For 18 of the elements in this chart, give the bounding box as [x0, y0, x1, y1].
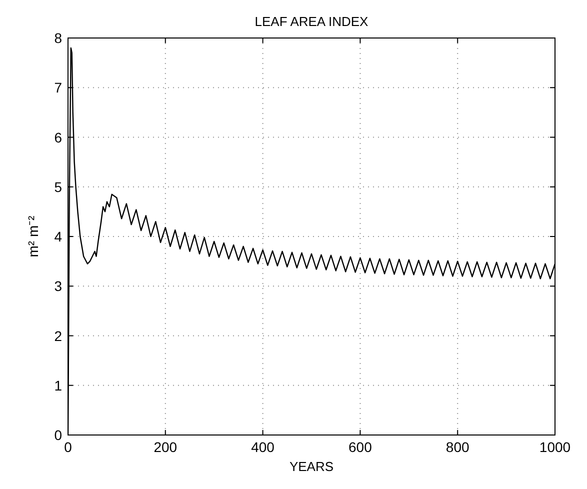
- y-tick-label: 7: [54, 80, 62, 96]
- y-tick-label: 1: [54, 377, 62, 394]
- x-tick-label: 400: [251, 439, 275, 455]
- x-tick-label: 600: [348, 439, 372, 455]
- x-tick-label: 0: [64, 439, 72, 455]
- y-tick-label: 3: [54, 278, 62, 294]
- x-tick-label: 800: [446, 439, 470, 455]
- x-axis-title: YEARS: [289, 459, 334, 474]
- x-tick-label: 200: [154, 439, 178, 455]
- y-tick-label: 0: [54, 427, 62, 443]
- y-tick-label: 5: [54, 178, 62, 195]
- chart-title: LEAF AREA INDEX: [254, 14, 369, 29]
- y-axis-title: m² m⁻²: [25, 215, 41, 258]
- y-tick-label: 8: [54, 30, 62, 46]
- y-tick-label: 4: [54, 228, 62, 244]
- y-tick-label: 2: [54, 328, 62, 344]
- x-tick-label: 1000: [539, 439, 571, 455]
- y-tick-label: 6: [54, 129, 62, 146]
